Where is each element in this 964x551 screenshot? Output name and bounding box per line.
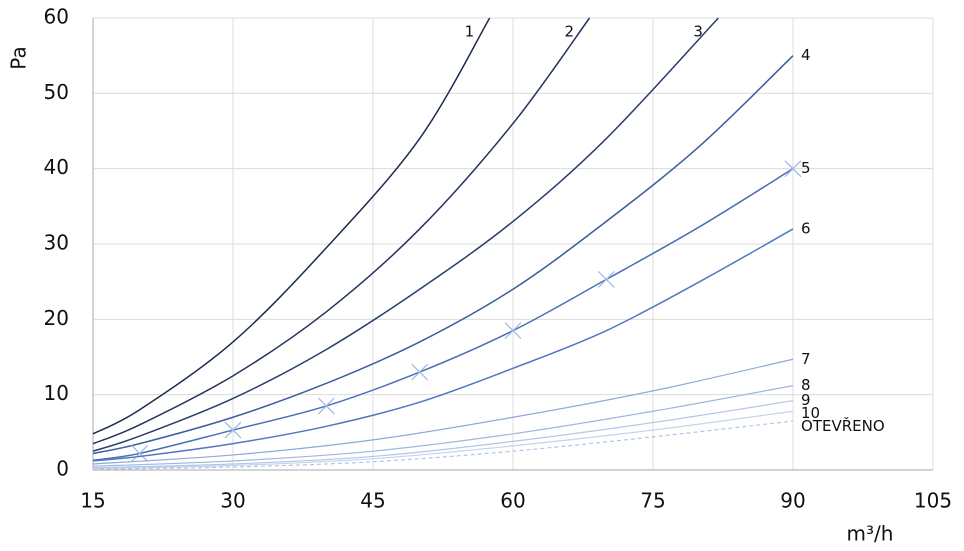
- marker: [317, 397, 335, 415]
- series-label: 2: [565, 23, 575, 41]
- y-tick-label: 30: [44, 231, 69, 255]
- series-label: 3: [693, 23, 703, 41]
- series-line: [92, 17, 719, 452]
- marker: [411, 363, 429, 381]
- x-tick-label: 75: [640, 489, 665, 513]
- series-line: [92, 358, 794, 465]
- series-label: 5: [801, 159, 811, 177]
- x-tick-label: 105: [914, 489, 952, 513]
- marker: [224, 421, 242, 439]
- series-line: [92, 385, 794, 467]
- marker: [131, 445, 149, 462]
- y-axis-label: Pa: [7, 46, 31, 69]
- series-line: [92, 400, 794, 469]
- series-label: 9: [801, 391, 811, 409]
- series-line: [92, 17, 591, 445]
- marker: [504, 322, 522, 340]
- marker: [784, 160, 802, 178]
- x-tick-label: 90: [780, 489, 805, 513]
- y-tick-label: 10: [44, 381, 69, 405]
- series-label: 7: [801, 350, 811, 368]
- series-line: [92, 17, 491, 435]
- series-line: [92, 410, 794, 470]
- x-tick-label: 30: [220, 489, 245, 513]
- series-label: 4: [801, 46, 811, 64]
- series-label: 10: [801, 404, 820, 422]
- series-label: 6: [801, 219, 811, 237]
- marker: [597, 270, 615, 288]
- series-label: OTEVŘENO: [801, 416, 885, 435]
- x-tick-label: 15: [80, 489, 105, 513]
- x-axis-label: m³/h: [847, 522, 894, 546]
- series-line: [92, 168, 794, 461]
- series-line: [92, 420, 794, 470]
- series-label: 8: [801, 376, 811, 394]
- series-line: [92, 55, 794, 455]
- y-tick-label: 40: [44, 155, 69, 179]
- series-line: [92, 228, 794, 462]
- series-label: 1: [465, 23, 475, 41]
- y-tick-label: 0: [56, 457, 69, 481]
- y-tick-label: 50: [44, 80, 69, 104]
- x-tick-label: 60: [500, 489, 525, 513]
- y-tick-label: 20: [44, 306, 69, 330]
- y-tick-label: 60: [44, 5, 69, 29]
- x-tick-label: 45: [360, 489, 385, 513]
